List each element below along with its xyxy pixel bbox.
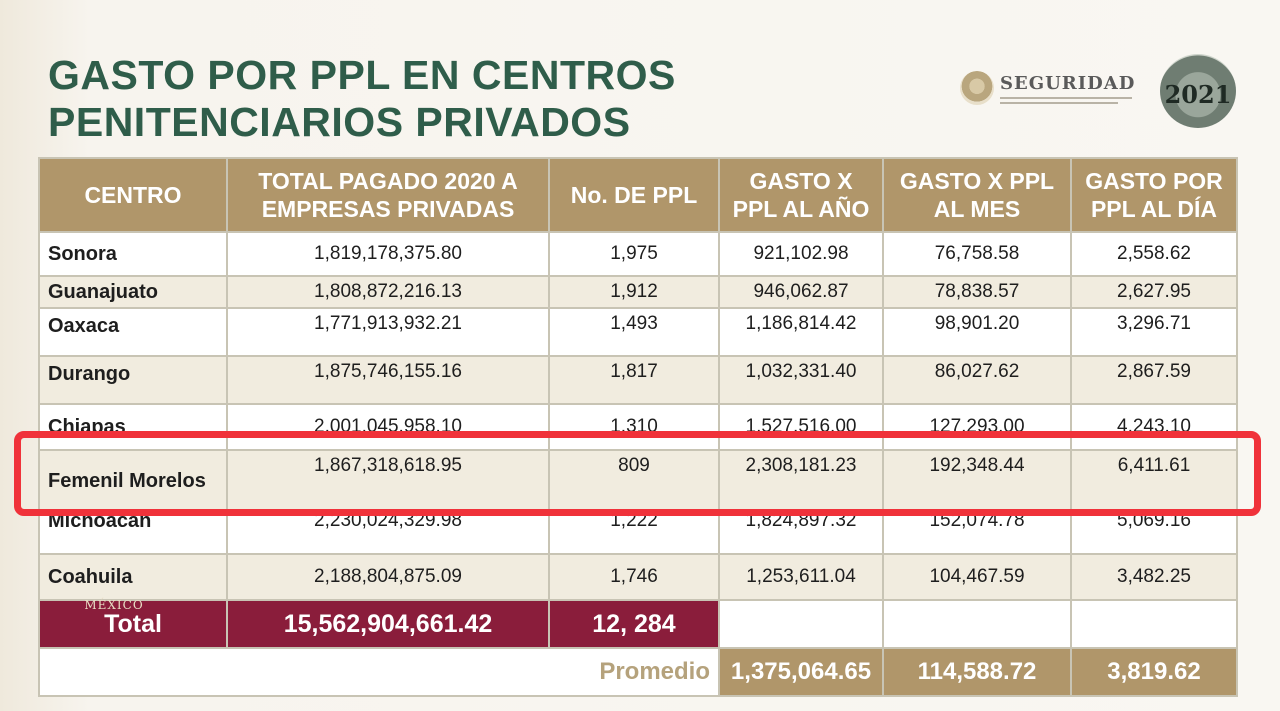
cell-mes: 192,348.44 [882,449,1072,511]
cell-total: 1,819,178,375.80 [226,231,550,277]
page-title: GASTO POR PPL EN CENTROS PENITENCIARIOS … [48,52,676,146]
cell-ppl: 1,817 [548,355,720,405]
cell-anio: 2,308,181.23 [718,449,884,511]
header-no-ppl: No. DE PPL [548,157,720,233]
cell-dia: 2,627.95 [1070,275,1238,309]
total-amount: 15,562,904,661.42 [226,599,550,649]
promedio-anio: 1,375,064.65 [718,647,884,697]
cell-anio: 1,032,331.40 [718,355,884,405]
cell-ppl: 809 [548,449,720,511]
seguridad-logo-text: SEGURIDAD [1000,72,1136,94]
cell-ppl: 1,975 [548,231,720,277]
cell-dia: 5,069.16 [1070,509,1238,555]
spending-table: CENTRO TOTAL PAGADO 2020 A EMPRESAS PRIV… [38,157,1238,697]
cell-centro: Sonora [38,231,228,277]
header-centro: CENTRO [38,157,228,233]
table-row: Guanajuato 1,808,872,216.13 1,912 946,06… [38,275,1238,309]
cell-dia: 3,296.71 [1070,307,1238,357]
header-gasto-mes: GASTO X PPL AL MES [882,157,1072,233]
mexico-watermark: MÉXICO [84,598,144,612]
cell-anio: 1,186,814.42 [718,307,884,357]
table-row: Chiapas 2,001,045,958.10 1,310 1,527,516… [38,403,1238,451]
cell-total: 1,867,318,618.95 [226,449,550,511]
header-gasto-anio: GASTO X PPL AL AÑO [718,157,884,233]
cell-mes: 104,467.59 [882,553,1072,601]
cell-ppl: 1,493 [548,307,720,357]
promedio-row: Promedio 1,375,064.65 114,588.72 3,819.6… [38,647,1238,697]
cell-anio: 946,062.87 [718,275,884,309]
cell-total: 2,188,804,875.09 [226,553,550,601]
cell-anio: 921,102.98 [718,231,884,277]
cell-ppl: 1,746 [548,553,720,601]
cell-ppl: 1,222 [548,509,720,555]
cell-centro: Michoacán [38,509,228,555]
total-row: Total 15,562,904,661.42 12, 284 [38,599,1238,649]
promedio-mes: 114,588.72 [882,647,1072,697]
cell-mes: 78,838.57 [882,275,1072,309]
cell-total: 1,808,872,216.13 [226,275,550,309]
year-2021-text: 2021 [1164,80,1232,109]
cell-dia: 4,243.10 [1070,403,1238,451]
year-2021-logo: 2021 [1158,40,1238,128]
table-row: Oaxaca 1,771,913,932.21 1,493 1,186,814.… [38,307,1238,357]
table-row: Sonora 1,819,178,375.80 1,975 921,102.98… [38,231,1238,277]
cell-ppl: 1,912 [548,275,720,309]
table-row: Coahuila 2,188,804,875.09 1,746 1,253,61… [38,553,1238,601]
table-header-row: CENTRO TOTAL PAGADO 2020 A EMPRESAS PRIV… [38,157,1238,233]
cell-ppl: 1,310 [548,403,720,451]
title-line-1: GASTO POR PPL EN CENTROS [48,52,676,98]
cell-total: 2,001,045,958.10 [226,403,550,451]
cell-mes: 98,901.20 [882,307,1072,357]
promedio-dia: 3,819.62 [1070,647,1238,697]
cell-total: 1,875,746,155.16 [226,355,550,405]
cell-anio: 1,824,897.32 [718,509,884,555]
cell-anio: 1,527,516.00 [718,403,884,451]
cell-dia: 2,867.59 [1070,355,1238,405]
cell-mes: 152,074.78 [882,509,1072,555]
cell-centro: Coahuila [38,553,228,601]
header-gasto-dia: GASTO POR PPL AL DÍA [1070,157,1238,233]
title-line-2: PENITENCIARIOS PRIVADOS [48,99,631,145]
cell-total: 2,230,024,329.98 [226,509,550,555]
cell-centro: Guanajuato [38,275,228,309]
national-emblem-icon [960,71,994,105]
promedio-label: Promedio [38,647,719,697]
table-row: Michoacán 2,230,024,329.98 1,222 1,824,8… [38,509,1238,555]
cell-centro: Oaxaca [38,307,228,357]
header-total-pagado: TOTAL PAGADO 2020 A EMPRESAS PRIVADAS [226,157,550,233]
cell-mes: 86,027.62 [882,355,1072,405]
serpent-emblem-icon [1160,54,1236,128]
total-label: Total [38,599,228,649]
cell-anio: 1,253,611.04 [718,553,884,601]
table-row: Durango 1,875,746,155.16 1,817 1,032,331… [38,355,1238,405]
table-row: Femenil Morelos 1,867,318,618.95 809 2,3… [38,449,1238,511]
cell-dia: 3,482.25 [1070,553,1238,601]
cell-centro: Durango [38,355,228,405]
highlight-box [14,431,1261,516]
total-ppl: 12, 284 [548,599,720,649]
seguridad-logo: SEGURIDAD [960,66,1140,110]
cell-centro: Chiapas [38,403,228,451]
cell-centro: Femenil Morelos [38,449,228,511]
cell-total: 1,771,913,932.21 [226,307,550,357]
cell-mes: 76,758.58 [882,231,1072,277]
cell-dia: 2,558.62 [1070,231,1238,277]
